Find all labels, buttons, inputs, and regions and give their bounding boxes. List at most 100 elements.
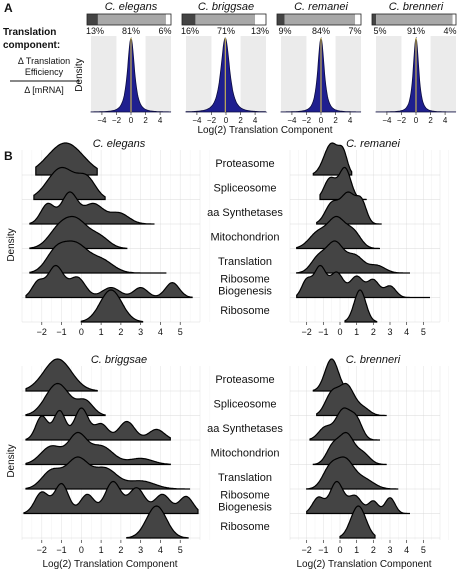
category-label: Translation bbox=[218, 256, 272, 268]
x-tick-label: 5 bbox=[421, 545, 426, 555]
x-axis-label: Log(2) Translation Component bbox=[197, 125, 332, 136]
x-tick-label: 4 bbox=[404, 327, 409, 337]
ridge-spliceosome bbox=[316, 382, 387, 417]
category-label: Translation bbox=[218, 472, 272, 484]
x-tick-label: 1 bbox=[354, 327, 359, 337]
x-tick-label: −1 bbox=[318, 545, 328, 555]
species-title: C. elegans bbox=[105, 1, 158, 13]
ridge-proteasome bbox=[312, 142, 353, 176]
density-plot: −4 −2 0 2 4 bbox=[185, 36, 268, 125]
y-axis-label: Density bbox=[6, 444, 17, 477]
percent-label-low: 5% bbox=[373, 26, 386, 36]
category-label: Ribosome bbox=[220, 305, 270, 317]
proportion-bar-low bbox=[277, 14, 285, 25]
ridge-mitochondrion bbox=[296, 215, 380, 250]
x-tick-label: 4 bbox=[404, 545, 409, 555]
ridge-aa-synthetases bbox=[29, 191, 155, 225]
x-tick-label: −1 bbox=[56, 545, 66, 555]
category-label: Mitochondrion bbox=[210, 448, 279, 460]
proportion-bar-frame bbox=[371, 13, 457, 26]
x-tick-label: −1 bbox=[318, 327, 328, 337]
x-tick-label: 2 bbox=[118, 327, 123, 337]
ridge-translation bbox=[29, 240, 167, 274]
x-tick-label: 5 bbox=[421, 327, 426, 337]
density-plot: −4 −2 0 2 4 bbox=[90, 36, 172, 125]
ridge-ribosome-biogenesis bbox=[296, 264, 430, 299]
x-tick-label: −2 bbox=[37, 545, 47, 555]
x-tick-label: −2 bbox=[397, 116, 407, 125]
x-tick-label: 3 bbox=[387, 545, 392, 555]
x-tick-label: 0 bbox=[414, 116, 419, 125]
percent-label-mid: 84% bbox=[312, 26, 330, 36]
proportion-bar-high bbox=[355, 14, 361, 25]
proportion-bar-high bbox=[452, 14, 456, 25]
ridge-mitochondrion bbox=[312, 431, 387, 466]
x-tick-label: 0 bbox=[337, 545, 342, 555]
species-title: C. elegans bbox=[93, 138, 146, 150]
category-label: Proteasome bbox=[215, 158, 274, 170]
ridge-aa-synthetases bbox=[309, 407, 380, 441]
category-label: Biogenesis bbox=[218, 286, 272, 298]
category-label: Spliceosome bbox=[214, 399, 277, 411]
x-tick-label: −2 bbox=[207, 116, 217, 125]
delta-te-label: Δ Translation bbox=[18, 56, 70, 66]
x-axis-label: Log(2) Translation Component bbox=[296, 559, 431, 570]
x-tick-label: 2 bbox=[238, 116, 243, 125]
x-axis-label: Log(2) Translation Component bbox=[42, 559, 177, 570]
delta-te-label: Efficiency bbox=[25, 67, 64, 77]
category-label: Ribosome bbox=[220, 274, 270, 286]
ridge-ribosome bbox=[344, 289, 378, 323]
x-tick-label: −2 bbox=[302, 327, 312, 337]
proportion-bar-low bbox=[182, 14, 196, 25]
panel-label-b: B bbox=[4, 149, 13, 163]
ridge-translation bbox=[306, 456, 399, 490]
delta-mrna-label: Δ [mRNA] bbox=[24, 85, 64, 95]
x-tick-label: 2 bbox=[333, 116, 338, 125]
percent-label-mid: 91% bbox=[407, 26, 425, 36]
ridge-mitochondrion bbox=[29, 215, 128, 250]
x-tick-label: 5 bbox=[178, 545, 183, 555]
percent-label-high: 4% bbox=[443, 26, 456, 36]
ridge-translation bbox=[25, 456, 191, 490]
x-tick-label: 4 bbox=[348, 116, 353, 125]
x-tick-label: 5 bbox=[178, 327, 183, 337]
proportion-bar-low bbox=[372, 14, 377, 25]
ridge-ribosome bbox=[126, 505, 189, 539]
x-tick-label: −4 bbox=[97, 116, 107, 125]
category-label: Mitochondrion bbox=[210, 232, 279, 244]
species-title: C. briggsae bbox=[91, 354, 147, 366]
ridge-proteasome bbox=[35, 142, 98, 176]
x-tick-label: 0 bbox=[337, 327, 342, 337]
x-tick-label: 0 bbox=[319, 116, 324, 125]
ridge-ribosome bbox=[339, 505, 376, 539]
x-tick-label: 3 bbox=[387, 327, 392, 337]
translation-component-label: Translation bbox=[3, 27, 56, 38]
category-label: Spliceosome bbox=[214, 183, 277, 195]
x-tick-label: 0 bbox=[224, 116, 229, 125]
x-tick-label: −2 bbox=[302, 116, 312, 125]
x-tick-label: 1 bbox=[99, 327, 104, 337]
density-curve bbox=[185, 37, 268, 113]
x-tick-label: 4 bbox=[158, 116, 163, 125]
ridge-translation bbox=[296, 240, 410, 274]
x-tick-label: 2 bbox=[371, 327, 376, 337]
proportion-bar-frame bbox=[86, 13, 172, 26]
category-label: Ribosome bbox=[220, 490, 270, 502]
x-tick-label: 2 bbox=[371, 545, 376, 555]
x-tick-label: 0 bbox=[79, 545, 84, 555]
y-axis-label: Density bbox=[6, 228, 17, 261]
percent-label-high: 13% bbox=[251, 26, 269, 36]
percent-label-low: 16% bbox=[181, 26, 199, 36]
species-title: C. brenneri bbox=[389, 1, 444, 13]
ridge-spliceosome bbox=[33, 166, 106, 201]
percent-label-low: 13% bbox=[86, 26, 104, 36]
ridge-ribosome-biogenesis bbox=[306, 480, 410, 515]
ridgeline-plot: C. remanei −2 −1 0 1 2 3 4 5 bbox=[289, 138, 449, 337]
category-label: aa Synthetases bbox=[207, 207, 283, 219]
species-title: C. remanei bbox=[294, 1, 348, 13]
ridgeline-plot: C. elegans −2 −1 0 1 2 3 4 5 bbox=[21, 138, 211, 337]
x-tick-label: 4 bbox=[253, 116, 258, 125]
ridge-ribosome bbox=[80, 289, 144, 323]
x-tick-label: 4 bbox=[158, 327, 163, 337]
